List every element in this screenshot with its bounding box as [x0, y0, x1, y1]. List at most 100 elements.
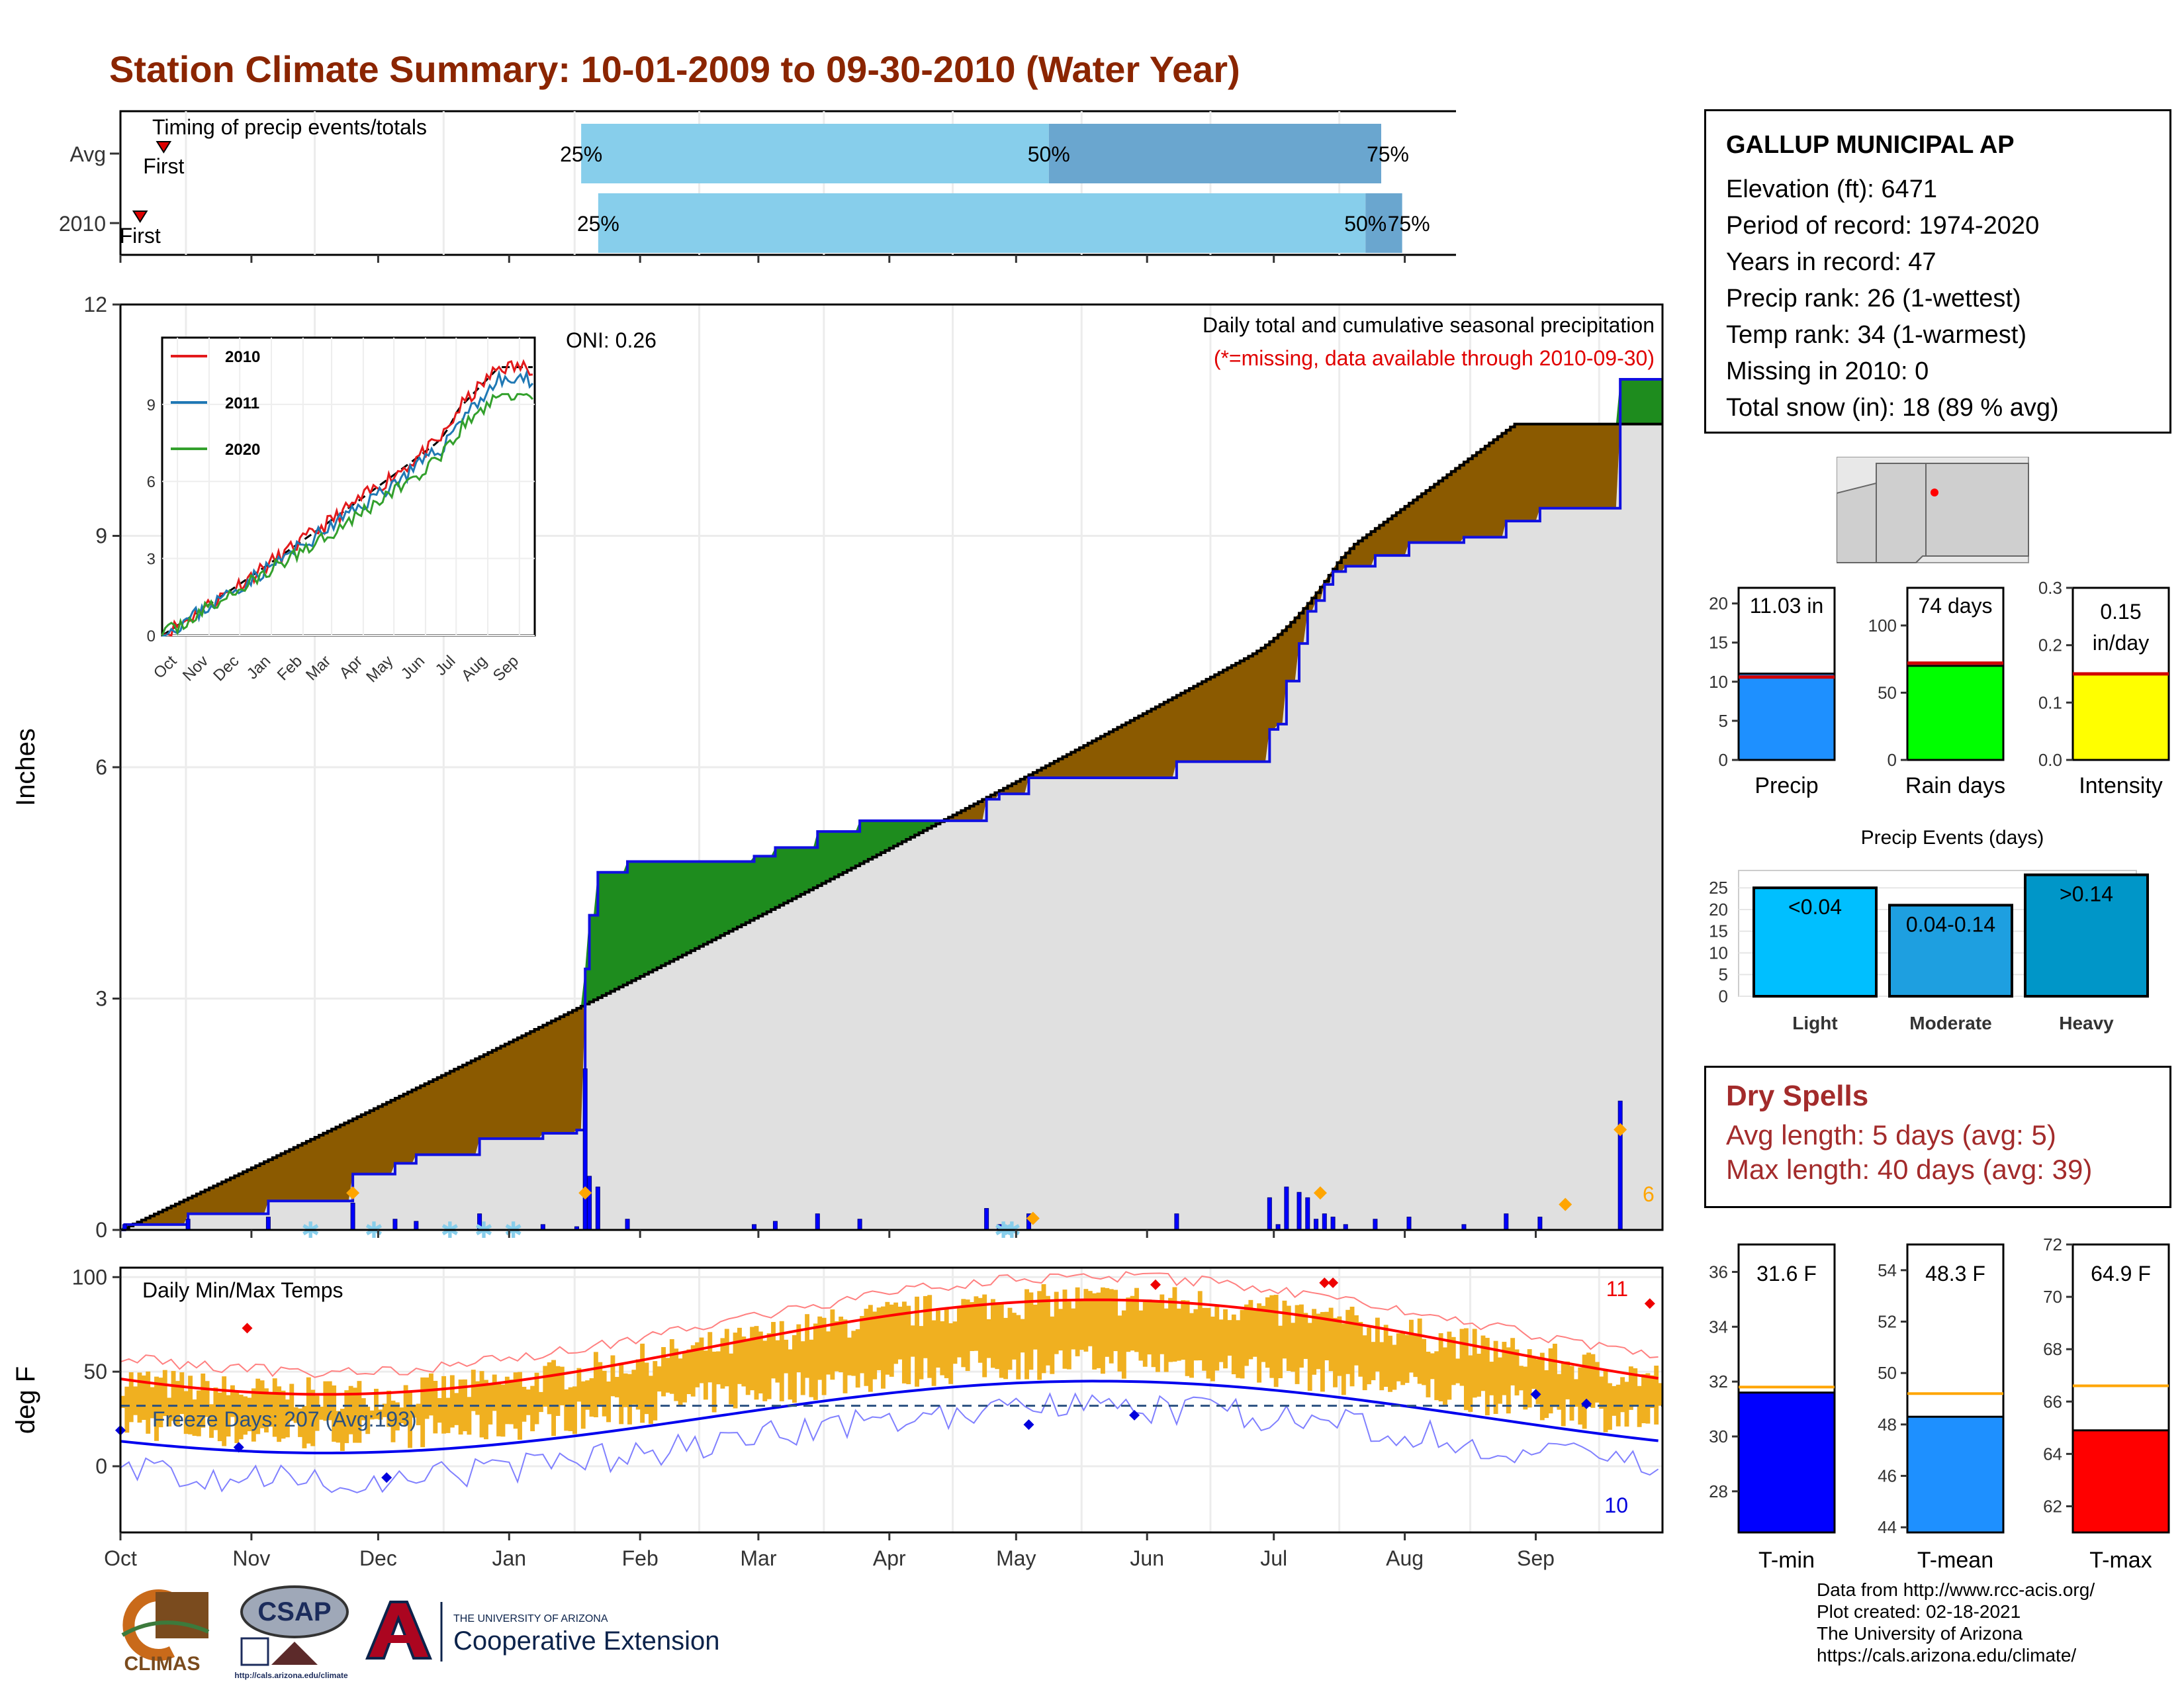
total-name: Rain days: [1905, 773, 2005, 798]
inset-ytick-label: 3: [147, 551, 156, 569]
daily-temp-bar: [399, 1407, 404, 1424]
large-event-marker: [1559, 1197, 1572, 1211]
month-label: Oct: [104, 1546, 137, 1570]
daily-temp-bar: [771, 1322, 776, 1379]
daily-temp-bar: [559, 1366, 565, 1405]
daily-precip-bar: [414, 1221, 419, 1231]
min-record-count: 10: [1604, 1493, 1628, 1517]
total-value-label: 74 days: [1918, 594, 1992, 618]
daily-temp-bar: [382, 1403, 387, 1417]
daily-temp-bar: [623, 1373, 628, 1407]
daily-temp-bar: [576, 1368, 582, 1402]
daily-temp-bar: [1654, 1366, 1659, 1425]
large-event-marker: [346, 1186, 360, 1200]
daily-temp-bar: [268, 1393, 273, 1427]
record-max-line: [120, 1271, 1659, 1378]
daily-temp-bar: [593, 1352, 598, 1418]
daily-precip-bar: [1174, 1213, 1179, 1231]
daily-temp-bar: [830, 1309, 835, 1380]
daily-temp-bar: [437, 1398, 442, 1423]
daily-temp-bar: [420, 1377, 426, 1448]
svg-text:http://cals.arizona.edu/climat: http://cals.arizona.edu/climate: [234, 1671, 348, 1680]
daily-temp-bar: [162, 1370, 167, 1417]
month-label: Nov: [232, 1546, 270, 1570]
daily-temp-bar: [1096, 1292, 1101, 1368]
tempbar-ytick-label: 70: [2043, 1287, 2062, 1307]
daily-temp-bar: [1231, 1314, 1236, 1375]
daily-temp-bar: [745, 1338, 751, 1395]
daily-temp-bar: [978, 1297, 983, 1363]
daily-temp-bar: [1172, 1287, 1177, 1362]
daily-temp-bar: [1527, 1349, 1532, 1408]
daily-temp-bar: [1612, 1385, 1617, 1416]
daily-temp-bar: [724, 1329, 729, 1387]
daily-precip-bar: [265, 1217, 271, 1231]
daily-precip-bar: [984, 1208, 989, 1231]
daily-temp-bar: [1354, 1315, 1359, 1366]
station-name: GALLUP MUNICIPAL AP: [1726, 131, 2015, 159]
daily-temp-bar: [952, 1321, 958, 1364]
daily-temp-bar: [1286, 1305, 1291, 1371]
daily-temp-bar: [1291, 1323, 1296, 1372]
total-ytick-label: 0.2: [2038, 635, 2062, 655]
daily-temp-bar: [1477, 1354, 1482, 1397]
daily-temp-bar: [192, 1399, 197, 1436]
daily-temp-bar: [1087, 1291, 1093, 1346]
daily-temp-bar: [1573, 1379, 1578, 1407]
daily-temp-bar: [251, 1388, 256, 1442]
record-low-marker: [1129, 1409, 1140, 1421]
daily-temp-bar: [585, 1380, 590, 1410]
daily-temp-bar: [1273, 1295, 1279, 1387]
info-line: Elevation (ft): 6471: [1726, 175, 1937, 203]
record-high-marker: [1319, 1277, 1330, 1288]
daily-temp-bar: [1299, 1304, 1304, 1368]
daily-temp-bar: [146, 1371, 151, 1434]
inset-ytick-label: 0: [147, 628, 156, 645]
daily-temp-bar: [1083, 1289, 1089, 1352]
daily-temp-bar: [310, 1389, 316, 1446]
tempbar: [2071, 1429, 2170, 1534]
daily-temp-bar: [1032, 1304, 1038, 1350]
daily-temp-bar: [302, 1405, 307, 1448]
timing-p25: 25%: [577, 212, 619, 236]
daily-temp-bar: [1472, 1329, 1477, 1398]
daily-precip-bar: [595, 1186, 600, 1231]
timing-p50: 50%: [1028, 142, 1070, 166]
daily-temp-bar: [217, 1392, 222, 1442]
daily-temp-bar: [1641, 1374, 1646, 1423]
daily-temp-bar: [729, 1353, 734, 1405]
daily-temp-bar: [839, 1316, 844, 1373]
svg-text:CLIMAS: CLIMAS: [124, 1653, 201, 1675]
daily-temp-bar: [948, 1323, 954, 1384]
daily-temp-bar: [1257, 1303, 1262, 1383]
daily-temp-bar: [682, 1352, 687, 1403]
daily-temp-bar: [1278, 1325, 1283, 1379]
daily-temp-bar: [1079, 1299, 1084, 1350]
daily-temp-bar: [340, 1409, 345, 1451]
daily-temp-bar: [429, 1373, 433, 1416]
daily-temp-bar: [640, 1343, 645, 1423]
tempbar: [1906, 1415, 2005, 1534]
record-low-marker: [1530, 1389, 1541, 1400]
events-panel: Precip Events (days) 05 10 15 20 25 <0.04 Light…: [1709, 827, 2149, 1033]
daily-temp-bar: [1337, 1316, 1342, 1376]
daily-temp-bar: [1142, 1301, 1148, 1367]
daily-temp-bar: [1408, 1319, 1414, 1373]
tempbar-ytick-label: 36: [1709, 1262, 1728, 1282]
daily-temp-bar: [467, 1397, 472, 1435]
climas-logo: CLIMAS: [109, 1585, 215, 1678]
daily-temp-bar: [910, 1325, 915, 1357]
daily-temp-bar: [336, 1411, 341, 1443]
first-label: First: [143, 154, 184, 178]
daily-temp-bar: [940, 1321, 945, 1376]
dry-spells-title: Dry Spells: [1726, 1080, 1869, 1112]
daily-temp-bar: [1105, 1288, 1110, 1357]
precip-ytick-label: 3: [95, 987, 107, 1011]
daily-temp-bar: [1569, 1366, 1574, 1421]
daily-precip-bar: [625, 1219, 630, 1231]
tempbar-value-label: 31.6 F: [1756, 1262, 1817, 1286]
daily-temp-bar: [285, 1399, 290, 1438]
daily-temp-bar: [1502, 1342, 1507, 1395]
tempbar-ytick-label: 46: [1878, 1466, 1897, 1486]
tempbar-ytick-label: 72: [2043, 1235, 2062, 1254]
